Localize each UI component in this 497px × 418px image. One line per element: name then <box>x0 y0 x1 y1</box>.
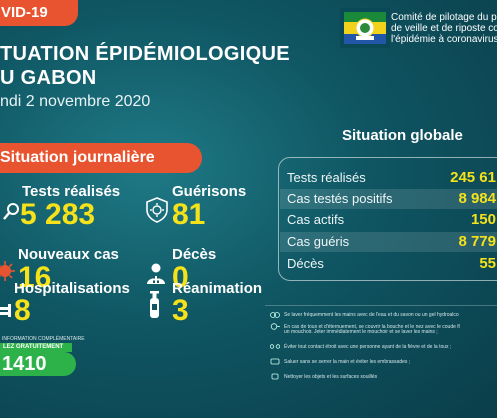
bed-icon <box>0 304 11 317</box>
hotline-info: INFORMATION COMPLÉMENTAIRE <box>2 336 85 342</box>
global-row-deaths: Décès 55 <box>280 254 497 274</box>
deaths-label: Décès <box>172 246 217 263</box>
recoveries-value: 81 <box>172 198 206 231</box>
committee-line: de veille et de riposte co <box>391 23 497 34</box>
global-row-value: 8 984 <box>458 190 496 207</box>
tip-item-continued: un mouchoir. Jeter immédiatement le mouc… <box>270 329 497 335</box>
global-row-label: Tests réalisés <box>287 170 366 185</box>
tip-text: En cas de toux et d'éternuement, se couv… <box>284 323 460 330</box>
hotline-number[interactable]: 1410 <box>0 352 76 376</box>
global-row-active: Cas actifs 150 <box>280 210 497 230</box>
global-row-value: 8 779 <box>458 233 496 250</box>
oxygen-tank-icon <box>150 291 159 318</box>
hospitalisations-value: 8 <box>14 294 31 327</box>
global-row-label: Décès <box>287 256 324 271</box>
committee-line: Comité de pilotage du p <box>391 12 497 23</box>
tip-text: Éviter tout contact étroit avec une pers… <box>284 343 452 350</box>
tip-text: un mouchoir. Jeter immédiatement le mouc… <box>284 329 438 335</box>
committee-text: Comité de pilotage du p de veille et de … <box>391 12 497 45</box>
icu-value: 3 <box>172 294 189 327</box>
global-row-recovered: Cas guéris 8 779 <box>280 232 497 252</box>
cough-icon <box>270 323 280 330</box>
title-line-1: TUATION ÉPIDÉMIOLOGIQUE <box>0 43 290 65</box>
global-row-label: Cas guéris <box>287 234 350 249</box>
tip-text: Nettoyer les objets et les surfaces soui… <box>284 373 378 380</box>
hands-icon <box>270 312 280 318</box>
deaths-value: 0 <box>172 261 189 294</box>
tip-item: Nettoyer les objets et les surfaces soui… <box>270 373 497 380</box>
hospitalisations-label: Hospitalisations <box>14 280 130 297</box>
person-icon <box>147 263 165 284</box>
page-title: TUATION ÉPIDÉMIOLOGIQUE U GABON <box>0 42 300 90</box>
tip-text: Se laver fréquemment les mains avec de l… <box>284 311 459 318</box>
magnifier-icon <box>3 203 19 220</box>
global-row-value: 245 61 <box>450 169 496 186</box>
new-cases-label: Nouveaux cas <box>18 246 119 263</box>
global-row-value: 150 <box>470 211 496 228</box>
icu-label: Réanimation <box>172 280 263 297</box>
covid-tag: VID-19 <box>0 0 78 26</box>
recoveries-label: Guérisons <box>172 183 247 200</box>
virus-icon <box>0 261 15 281</box>
cleaning-icon <box>271 373 279 380</box>
virus-shield-icon <box>146 197 168 223</box>
distance-icon <box>270 344 280 349</box>
report-date: ndi 2 novembre 2020 <box>0 93 151 110</box>
tip-item: Se laver fréquemment les mains avec de l… <box>270 311 497 318</box>
global-row-tests: Tests réalisés 245 61 <box>280 168 497 188</box>
new-cases-value: 16 <box>18 261 52 294</box>
committee-line: l'épidémie à coronavirus <box>391 34 497 45</box>
tip-text: Saluer sans se serrer la main et éviter … <box>284 358 411 365</box>
gabon-emblem-icon <box>340 8 390 48</box>
global-row-positive: Cas testés positifs 8 984 <box>280 189 497 209</box>
tests-label: Tests réalisés <box>22 183 121 200</box>
global-row-value: 55 <box>479 255 496 272</box>
global-row-label: Cas actifs <box>287 212 345 227</box>
title-line-2: U GABON <box>0 67 97 89</box>
tip-item: Saluer sans se serrer la main et éviter … <box>270 358 497 365</box>
daily-heading: Situation journalière <box>0 143 202 173</box>
tips-divider <box>265 305 497 306</box>
global-heading: Situation globale <box>342 127 463 144</box>
global-row-label: Cas testés positifs <box>287 191 393 206</box>
global-table <box>278 157 497 281</box>
hotline-badge: LEZ GRATUITEMENT <box>0 343 72 352</box>
tests-value: 5 283 <box>20 198 96 231</box>
greeting-icon <box>270 358 280 365</box>
tip-item: Éviter tout contact étroit avec une pers… <box>270 343 497 350</box>
tip-item: En cas de toux et d'éternuement, se couv… <box>270 323 497 330</box>
